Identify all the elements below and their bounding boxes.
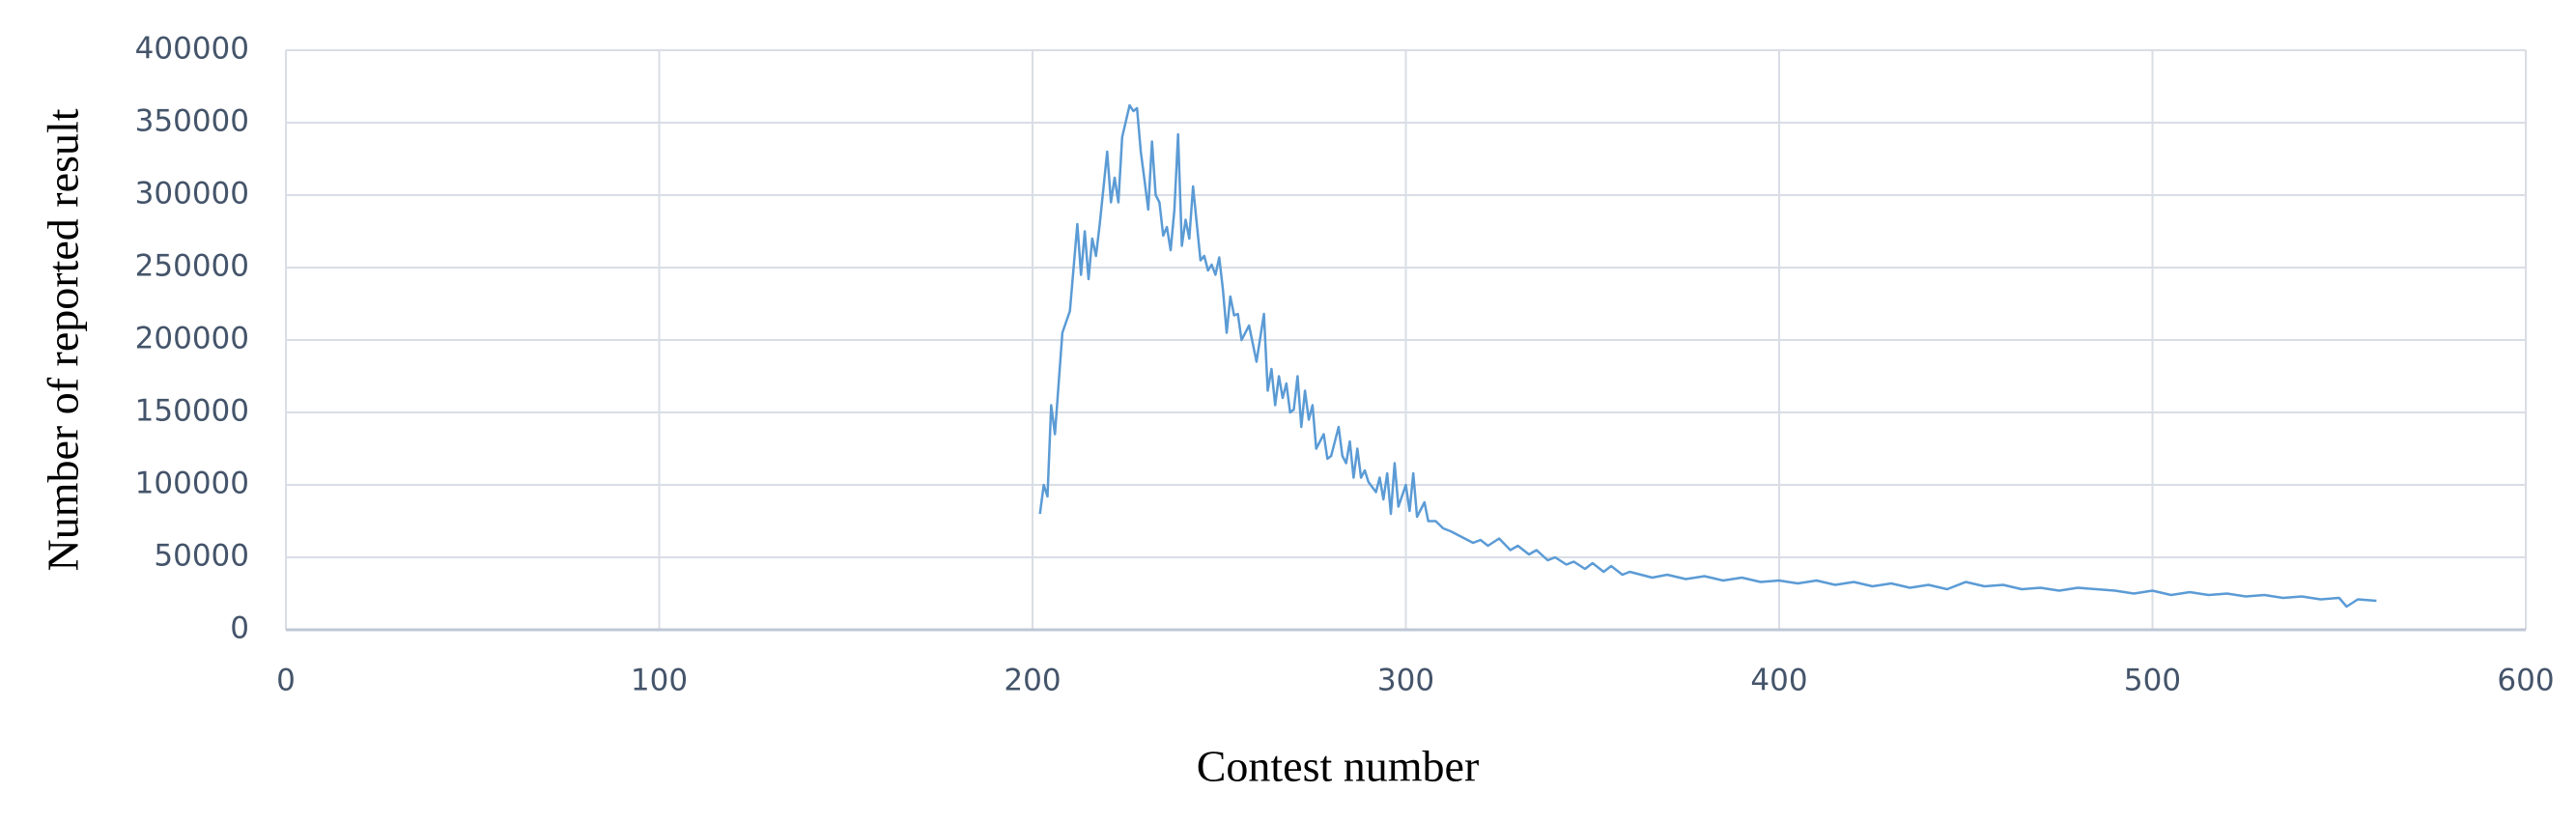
y-tick-label: 150000 <box>135 394 249 429</box>
x-tick-label: 500 <box>2124 664 2181 698</box>
y-tick-label: 50000 <box>154 539 249 574</box>
y-tick-label: 350000 <box>135 104 249 139</box>
y-tick-label: 250000 <box>135 249 249 284</box>
x-tick-label: 400 <box>1750 664 1807 698</box>
y-axis-title: Number of reported result <box>39 108 88 571</box>
y-tick-label: 300000 <box>135 177 249 212</box>
x-tick-label: 300 <box>1377 664 1434 698</box>
x-tick-label: 0 <box>276 664 296 698</box>
x-tick-label: 200 <box>1004 664 1061 698</box>
data-line <box>1038 103 2377 609</box>
y-tick-label: 400000 <box>135 32 249 67</box>
x-tick-label: 600 <box>2497 664 2554 698</box>
y-tick-label: 100000 <box>135 467 249 501</box>
y-tick-label: 0 <box>230 611 249 646</box>
x-axis-title: Contest number <box>1197 742 1480 791</box>
y-tick-label: 200000 <box>135 322 249 356</box>
x-tick-label: 100 <box>631 664 688 698</box>
